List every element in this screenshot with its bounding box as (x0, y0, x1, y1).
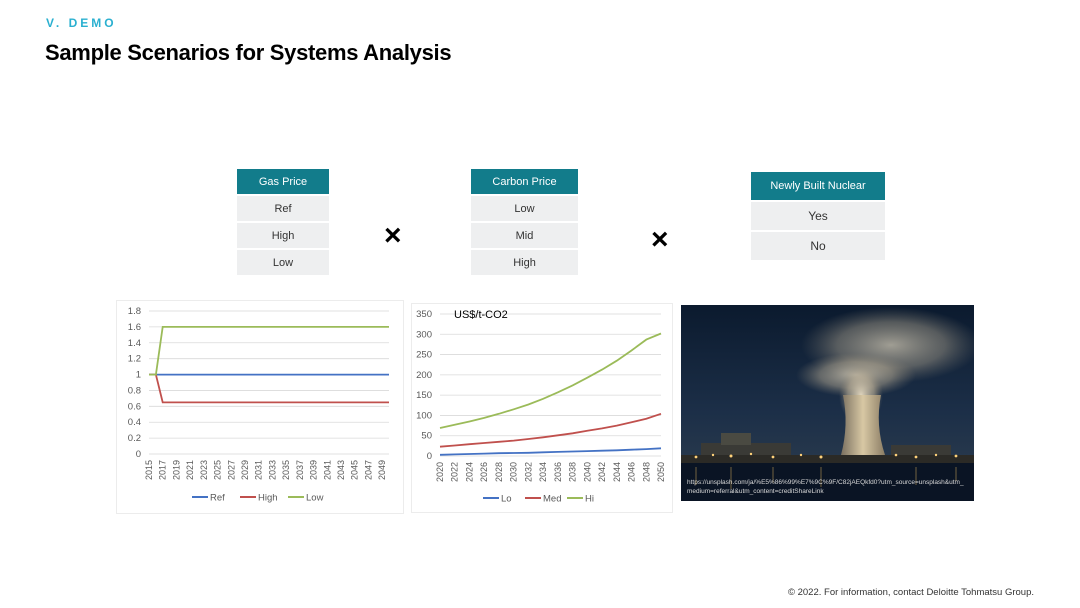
table-cell: Low (471, 196, 578, 221)
gas-price-chart-svg: 0 0.2 0.4 0.6 0.8 1 1.2 1.4 1.6 1.8 2015 2017 2019 20… (128, 306, 389, 504)
table-cell: No (751, 232, 885, 260)
footer-copyright: © 2022. For information, contact Deloitt… (787, 587, 1034, 598)
x-tick-label: 2045 (350, 460, 360, 480)
legend-label: Lo (501, 494, 512, 505)
y-tick-label: 100 (416, 410, 432, 421)
nuclear-table: Newly Built Nuclear Yes No (751, 172, 885, 260)
x-tick-label: 2043 (336, 460, 346, 480)
x-tick-label: 2040 (582, 462, 592, 482)
y-tick-label: 1 (136, 370, 141, 381)
y-tick-label: 0.6 (128, 401, 141, 412)
series-line-high (149, 373, 389, 404)
legend-label: Med (543, 494, 561, 505)
series-line-lo (439, 447, 662, 456)
x-tick-label: 2030 (509, 462, 519, 482)
y-tick-label: 0.8 (128, 385, 141, 396)
x-tick-label: 2017 (158, 460, 168, 480)
x-tick-label: 2032 (523, 462, 533, 482)
series-line-med (439, 412, 662, 448)
multiply-sign: × (384, 219, 402, 252)
x-tick-label: 2049 (377, 460, 387, 480)
x-tick-label: 2034 (538, 462, 548, 482)
x-tick-label: 2022 (450, 462, 460, 482)
y-tick-label: 1.4 (128, 338, 141, 349)
series-line-low (149, 325, 389, 376)
y-tick-label: 1.2 (128, 354, 141, 365)
legend-label: Hi (585, 494, 594, 505)
chart-title: US$/t-CO2 (454, 309, 508, 321)
nuclear-plant-photo: https://unsplash.com/ja/%E5%86%99%E7%9C%… (681, 305, 974, 501)
y-tick-label: 150 (416, 390, 432, 401)
legend-label: Ref (210, 493, 225, 504)
x-tick-label: 2020 (435, 462, 445, 482)
carbon-price-chart: 0 50 100 150 200 250 300 350 2020 2022 2024 2026 202… (411, 303, 673, 513)
photo-credit[interactable]: https://unsplash.com/ja/%E5%86%99%E7%9C%… (687, 479, 964, 495)
table-cell: Low (237, 250, 329, 275)
x-tick-label: 2029 (240, 460, 250, 480)
y-tick-label: 0.4 (128, 417, 141, 428)
x-tick-label: 2031 (254, 460, 264, 480)
carbon-price-table: Carbon Price Low Mid High (471, 169, 578, 275)
x-tick-label: 2015 (144, 460, 154, 480)
y-tick-label: 200 (416, 370, 432, 381)
table-cell: Yes (751, 202, 885, 230)
y-tick-label: 300 (416, 329, 432, 340)
x-tick-label: 2021 (185, 460, 195, 480)
y-tick-label: 1.6 (128, 322, 141, 333)
table-cell: High (471, 250, 578, 275)
x-tick-label: 2019 (171, 460, 181, 480)
x-tick-label: 2025 (213, 460, 223, 480)
gas-price-chart: 0 0.2 0.4 0.6 0.8 1 1.2 1.4 1.6 1.8 2015 2017 2019 20… (116, 300, 404, 514)
y-tick-label: 50 (421, 431, 432, 442)
y-tick-label: 250 (416, 350, 432, 361)
x-tick-label: 2047 (363, 460, 373, 480)
x-tick-label: 2044 (612, 462, 622, 482)
x-tick-label: 2039 (309, 460, 319, 480)
x-tick-label: 2050 (656, 462, 666, 482)
gas-price-table: Gas Price Ref High Low (237, 169, 329, 275)
multiply-sign: × (651, 223, 669, 256)
x-tick-label: 2027 (226, 460, 236, 480)
table-cell: Mid (471, 223, 578, 248)
carbon-price-chart-svg: 0 50 100 150 200 250 300 350 2020 2022 2024 2026 202… (416, 309, 666, 505)
table-cell: High (237, 223, 329, 248)
nuclear-plant-image (681, 305, 974, 501)
x-tick-label: 2041 (322, 460, 332, 480)
series-line-hi (439, 332, 662, 429)
x-tick-label: 2035 (281, 460, 291, 480)
legend-label: High (258, 493, 278, 504)
x-tick-label: 2023 (199, 460, 209, 480)
table-header: Carbon Price (471, 169, 578, 194)
x-tick-label: 2033 (267, 460, 277, 480)
x-tick-label: 2048 (641, 462, 651, 482)
x-tick-label: 2046 (627, 462, 637, 482)
y-tick-label: 350 (416, 309, 432, 320)
y-tick-label: 0.2 (128, 433, 141, 444)
x-tick-label: 2028 (494, 462, 504, 482)
x-tick-label: 2037 (295, 460, 305, 480)
table-header: Gas Price (237, 169, 329, 194)
x-tick-label: 2038 (568, 462, 578, 482)
x-tick-label: 2042 (597, 462, 607, 482)
page-title: Sample Scenarios for Systems Analysis (45, 40, 452, 65)
y-tick-label: 0 (427, 451, 432, 462)
x-tick-label: 2026 (479, 462, 489, 482)
y-tick-label: 0 (136, 449, 141, 460)
legend-label: Low (306, 493, 324, 504)
section-label: V. DEMO (46, 16, 117, 30)
table-header: Newly Built Nuclear (751, 172, 885, 200)
y-tick-label: 1.8 (128, 306, 141, 317)
x-tick-label: 2024 (464, 462, 474, 482)
x-tick-label: 2036 (553, 462, 563, 482)
table-cell: Ref (237, 196, 329, 221)
